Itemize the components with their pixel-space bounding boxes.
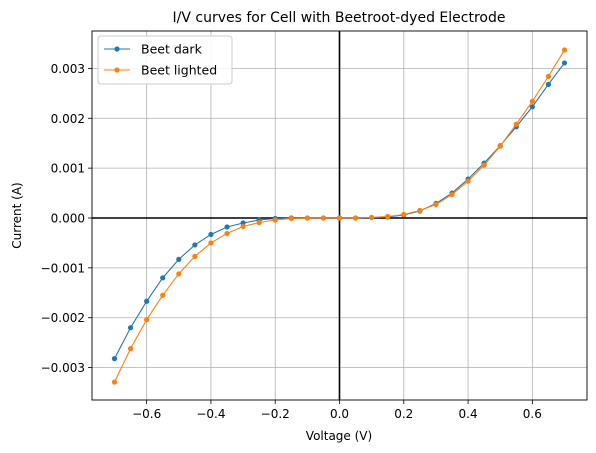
chart-title: I/V curves for Cell with Beetroot-dyed E… <box>173 10 506 26</box>
data-point <box>256 219 262 226</box>
data-point <box>545 81 552 87</box>
data-point <box>192 242 198 248</box>
y-tick-label: −0.002 <box>41 311 85 325</box>
y-tick-label: −0.003 <box>41 361 85 375</box>
data-point <box>111 356 118 362</box>
data-point <box>208 231 214 238</box>
y-axis-ticks: −0.003 −0.002 −0.001 0.000 0.001 0.002 0.003 <box>41 62 92 375</box>
data-point <box>224 224 230 230</box>
y-tick-label: 0.000 <box>51 211 85 225</box>
data-point <box>352 215 359 221</box>
data-point <box>208 240 214 246</box>
x-tick-label: 0.2 <box>394 407 413 421</box>
data-point <box>336 215 343 221</box>
data-point <box>513 121 519 127</box>
data-point <box>401 211 407 218</box>
data-point <box>529 104 535 110</box>
data-point <box>127 346 134 352</box>
data-point <box>192 253 198 259</box>
data-point <box>433 201 439 208</box>
data-point <box>369 214 375 221</box>
data-point <box>160 292 166 298</box>
data-point <box>144 298 150 304</box>
data-point <box>561 47 568 53</box>
y-tick-label: −0.001 <box>41 261 85 275</box>
legend-label: Beet dark <box>141 42 203 57</box>
x-tick-label: 0.6 <box>523 407 542 421</box>
x-tick-label: −0.2 <box>261 407 290 421</box>
data-point <box>176 271 182 277</box>
series-1 <box>111 47 568 385</box>
y-tick-label: 0.002 <box>51 112 85 126</box>
data-point <box>545 73 552 79</box>
y-axis-label: Current (A) <box>10 182 24 248</box>
x-tick-label: −0.4 <box>196 407 225 421</box>
data-point <box>304 215 310 221</box>
legend-label: Beet lighted <box>141 63 217 78</box>
x-tick-label: 0.0 <box>330 407 349 421</box>
series-layer <box>111 47 568 385</box>
data-point <box>176 256 182 262</box>
data-point <box>417 207 423 214</box>
data-point <box>144 317 150 323</box>
y-tick-label: 0.001 <box>51 162 85 176</box>
data-point <box>497 143 503 149</box>
x-tick-label: −0.6 <box>132 407 161 421</box>
x-axis-label: Voltage (V) <box>306 429 372 443</box>
data-point <box>481 162 487 168</box>
data-point <box>465 178 471 184</box>
x-tick-label: 0.4 <box>459 407 478 421</box>
data-point <box>272 217 278 223</box>
data-point <box>240 223 246 230</box>
y-tick-label: 0.003 <box>51 62 85 76</box>
data-point <box>127 325 134 331</box>
data-point <box>529 98 535 104</box>
legend-box <box>97 35 233 85</box>
data-point <box>449 191 455 198</box>
data-point <box>160 275 166 281</box>
legend-marker <box>114 67 120 73</box>
data-point <box>385 213 391 220</box>
data-point <box>224 230 230 237</box>
data-point <box>320 215 327 221</box>
x-axis-ticks: −0.6 −0.4 −0.2 0.0 0.2 0.4 0.6 <box>132 400 542 421</box>
legend: Beet dark Beet lighted <box>97 35 233 85</box>
legend-marker <box>114 46 120 52</box>
data-point <box>288 215 294 222</box>
data-point <box>561 60 568 66</box>
data-point <box>111 379 118 385</box>
